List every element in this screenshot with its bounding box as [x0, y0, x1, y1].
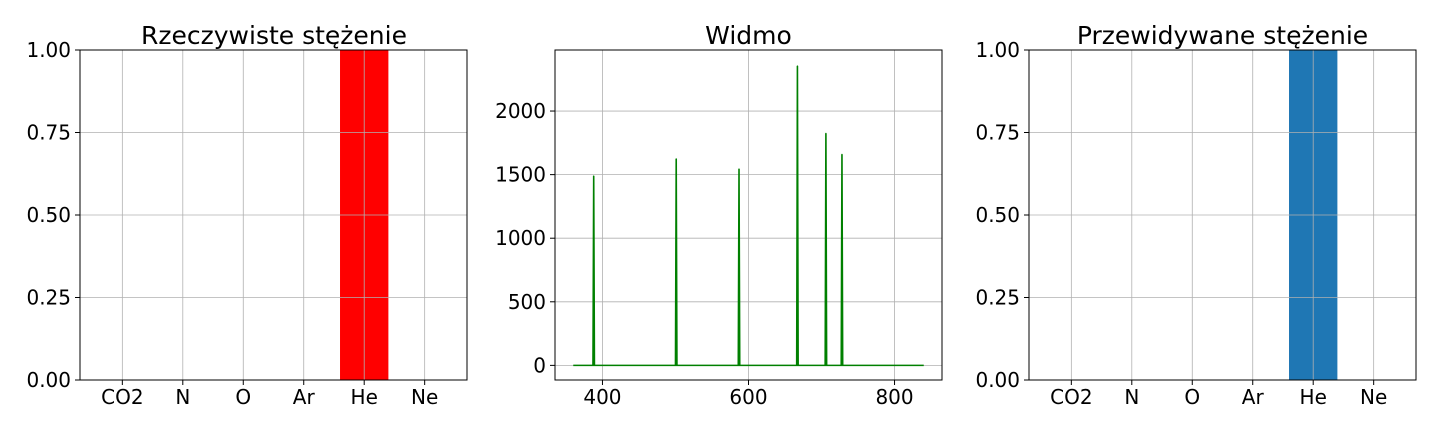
y-tick-label: 0.50 [26, 203, 71, 227]
x-tick-label: O [235, 385, 251, 409]
y-tick-label: 0.00 [975, 368, 1020, 392]
x-tick-label: N [175, 385, 190, 409]
y-tick-label: 1.00 [26, 38, 71, 62]
spectrum-line [573, 65, 924, 367]
x-tick-label: He [351, 385, 378, 409]
y-tick-label: 1500 [495, 163, 546, 187]
y-tick-label: 0.25 [26, 286, 71, 310]
y-tick-label: 0.75 [26, 121, 71, 145]
x-tick-label: O [1184, 385, 1200, 409]
y-tick-label: 0.00 [26, 368, 71, 392]
x-tick-label: Ne [1360, 385, 1387, 409]
y-tick-label: 0.75 [975, 121, 1020, 145]
x-tick-label: He [1300, 385, 1327, 409]
chart-title: Rzeczywiste stężenie [141, 21, 407, 50]
y-tick-label: 1000 [495, 226, 546, 250]
x-tick-label: Ar [1242, 385, 1265, 409]
y-tick-label: 0 [533, 353, 546, 377]
spectrum-peak [796, 65, 798, 67]
chart-title: Widmo [705, 21, 792, 50]
x-tick-label: N [1124, 385, 1139, 409]
y-tick-label: 1.00 [975, 38, 1020, 62]
spectrum-peak [841, 153, 843, 155]
spectrum-peak [593, 175, 595, 177]
y-tick-label: 0.50 [975, 203, 1020, 227]
chart-title: Przewidywane stężenie [1077, 21, 1368, 50]
x-tick-label: Ne [411, 385, 438, 409]
x-tick-label: CO2 [1050, 385, 1092, 409]
x-tick-label: 600 [729, 385, 767, 409]
actual-concentration-chart: Rzeczywiste stężenie CO2 N O Ar He Ne 0.00 0.25… [26, 21, 468, 409]
x-tick-label: Ar [293, 385, 316, 409]
spectrum-peak [675, 158, 677, 160]
y-tick-label: 2000 [495, 99, 546, 123]
predicted-concentration-chart: Przewidywane stężenie CO2 N O Ar He Ne 0.00 0.2… [975, 21, 1417, 409]
x-tick-label: 400 [583, 385, 621, 409]
spectrum-peak [825, 132, 827, 134]
spectrum-chart: Widmo 400 600 800 0 500 1000 1500 2000 [495, 21, 943, 409]
x-tick-label: 800 [875, 385, 913, 409]
x-tick-label: CO2 [101, 385, 143, 409]
y-tick-label: 500 [508, 290, 546, 314]
spectrum-peak [738, 168, 740, 170]
y-tick-label: 0.25 [975, 286, 1020, 310]
